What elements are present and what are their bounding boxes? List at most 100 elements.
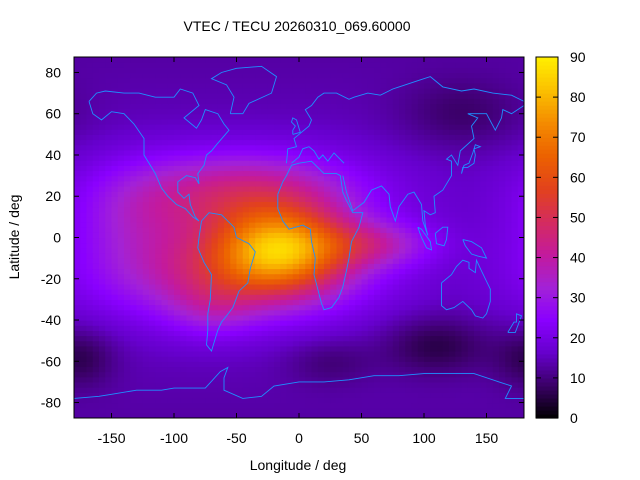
heatmap-cell xyxy=(380,62,388,68)
heatmap-cell xyxy=(124,165,131,172)
heatmap-cell xyxy=(192,335,200,342)
heatmap-cell xyxy=(474,268,481,275)
heatmap-cell xyxy=(142,149,150,156)
heatmap-cell xyxy=(480,381,488,388)
heatmap-cell xyxy=(349,77,356,84)
heatmap-cell xyxy=(467,407,475,414)
heatmap-cell xyxy=(386,124,394,130)
heatmap-cell xyxy=(399,211,406,218)
heatmap-cell xyxy=(124,82,131,89)
heatmap-cell xyxy=(336,392,344,398)
heatmap-cell xyxy=(336,356,344,362)
heatmap-cell xyxy=(180,340,188,347)
heatmap-cell xyxy=(155,309,163,316)
heatmap-cell xyxy=(455,170,463,177)
heatmap-cell xyxy=(517,129,524,135)
heatmap-cell xyxy=(155,278,163,285)
heatmap-cell xyxy=(405,258,413,264)
heatmap-cell xyxy=(317,412,325,418)
heatmap-cell xyxy=(486,124,494,130)
heatmap-cell xyxy=(286,320,294,326)
heatmap-cell xyxy=(374,263,381,270)
heatmap-cell xyxy=(149,299,156,306)
heatmap-cell xyxy=(280,263,288,270)
heatmap-cell xyxy=(205,314,213,321)
heatmap-cell xyxy=(280,227,288,233)
heatmap-cell xyxy=(511,412,519,418)
heatmap-cell xyxy=(267,412,275,418)
heatmap-cell xyxy=(236,216,244,223)
heatmap-cell xyxy=(136,82,144,89)
heatmap-cell xyxy=(399,201,406,208)
heatmap-cell xyxy=(142,196,150,202)
heatmap-cell xyxy=(430,268,438,275)
heatmap-cell xyxy=(230,175,238,182)
heatmap-cell xyxy=(180,356,188,362)
heatmap-cell xyxy=(217,67,225,74)
heatmap-cell xyxy=(192,361,200,368)
heatmap-cell xyxy=(517,118,524,125)
heatmap-cell xyxy=(324,381,331,388)
heatmap-cell xyxy=(224,283,231,290)
heatmap-cell xyxy=(242,129,250,135)
heatmap-cell xyxy=(117,222,125,228)
heatmap-cell xyxy=(299,216,306,223)
heatmap-cell xyxy=(411,366,419,373)
heatmap-cell xyxy=(355,278,363,285)
heatmap-cell xyxy=(374,196,381,202)
heatmap-cell xyxy=(386,134,394,141)
heatmap-cell xyxy=(211,371,219,378)
heatmap-cell xyxy=(161,108,169,115)
heatmap-cell xyxy=(455,412,463,418)
heatmap-cell xyxy=(311,320,319,326)
heatmap-cell xyxy=(286,335,294,342)
heatmap-cell xyxy=(505,356,513,362)
heatmap-cell xyxy=(274,387,281,393)
heatmap-cell xyxy=(430,304,438,311)
heatmap-cell xyxy=(130,134,138,141)
heatmap-cell xyxy=(205,258,213,264)
heatmap-cell xyxy=(405,206,413,213)
heatmap-cell xyxy=(324,371,331,378)
heatmap-cell xyxy=(361,356,369,362)
heatmap-cell xyxy=(217,216,225,223)
heatmap-cell xyxy=(467,129,475,135)
heatmap-cell xyxy=(336,118,344,125)
heatmap-cell xyxy=(517,227,524,233)
heatmap-cell xyxy=(236,196,244,202)
heatmap-cell xyxy=(299,170,306,177)
heatmap-cell xyxy=(461,154,469,161)
heatmap-cell xyxy=(199,309,206,316)
heatmap-cell xyxy=(205,108,213,115)
heatmap-cell xyxy=(149,98,156,105)
heatmap-cell xyxy=(86,232,94,239)
heatmap-cell xyxy=(505,320,513,326)
heatmap-cell xyxy=(374,98,381,105)
heatmap-cell xyxy=(117,350,125,357)
heatmap-cell xyxy=(467,335,475,342)
heatmap-cell xyxy=(92,118,100,125)
heatmap-cell xyxy=(99,134,106,141)
heatmap-cell xyxy=(399,216,406,223)
heatmap-cell xyxy=(192,201,200,208)
heatmap-cell xyxy=(486,129,494,135)
heatmap-cell xyxy=(174,309,181,316)
heatmap-cell xyxy=(111,227,119,233)
heatmap-cell xyxy=(492,72,500,79)
heatmap-cell xyxy=(355,191,363,197)
heatmap-cell xyxy=(349,62,356,68)
heatmap-cell xyxy=(380,67,388,74)
heatmap-cell xyxy=(392,335,400,342)
heatmap-cell xyxy=(305,392,313,398)
heatmap-cell xyxy=(217,278,225,285)
heatmap-cell xyxy=(142,268,150,275)
heatmap-cell xyxy=(130,345,138,352)
heatmap-cell xyxy=(399,98,406,105)
heatmap-cell xyxy=(211,345,219,352)
heatmap-cell xyxy=(486,304,494,311)
heatmap-cell xyxy=(111,387,119,393)
heatmap-cell xyxy=(224,309,231,316)
heatmap-cell xyxy=(474,113,481,120)
heatmap-cell xyxy=(124,72,131,79)
heatmap-cell xyxy=(467,185,475,192)
